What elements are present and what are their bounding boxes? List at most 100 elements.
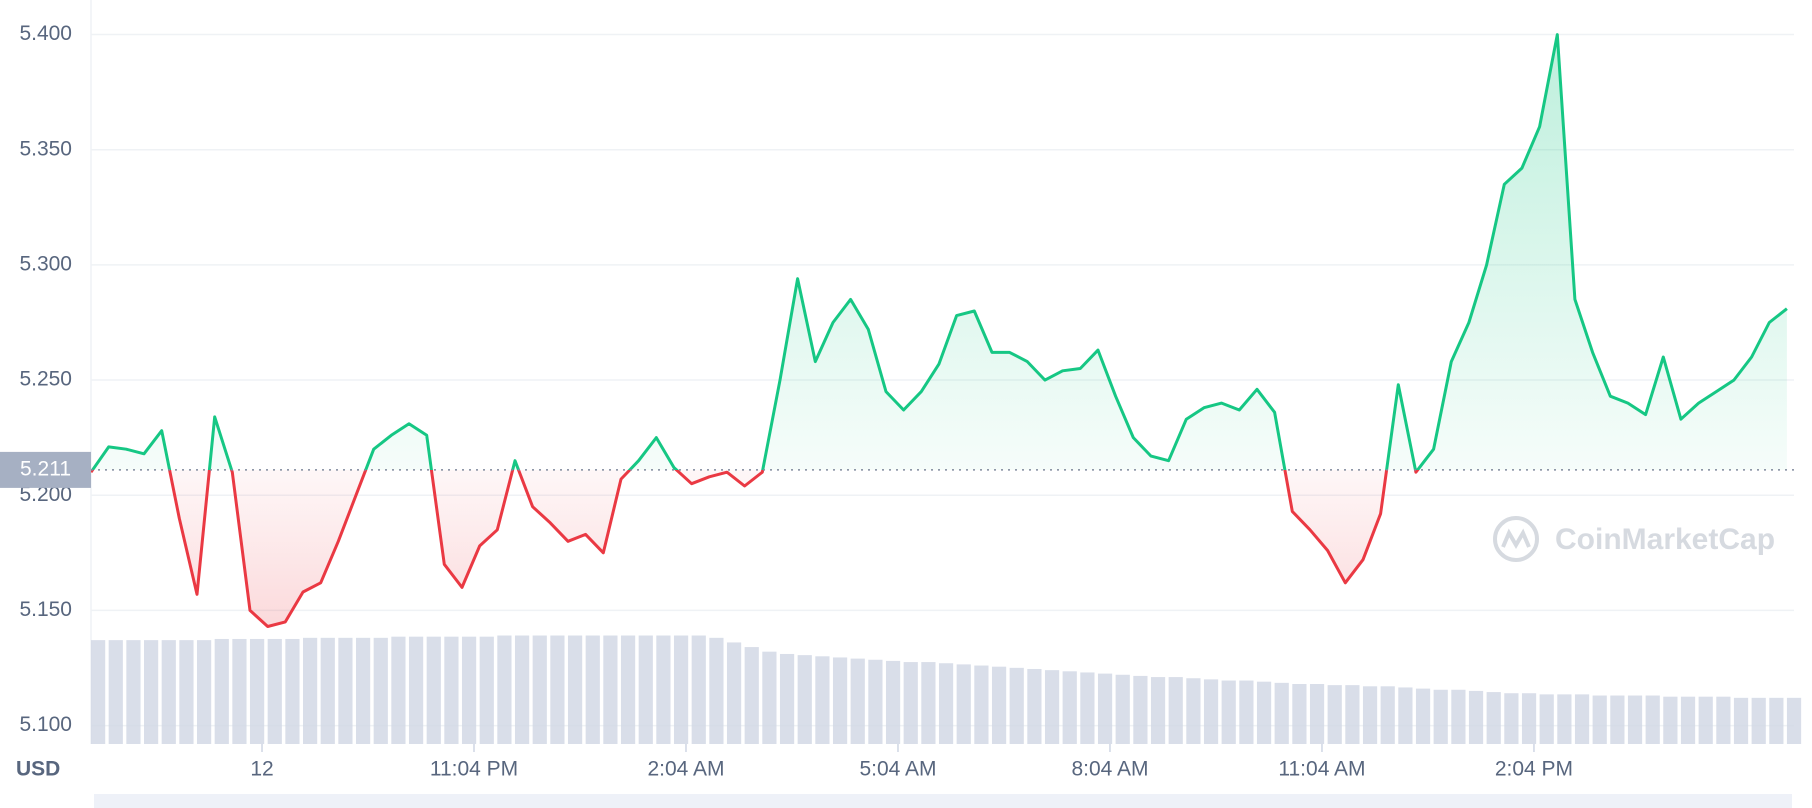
volume-bar xyxy=(214,638,229,744)
volume-bar xyxy=(1504,693,1519,744)
reference-label-box xyxy=(0,451,91,488)
volume-bar xyxy=(1557,694,1572,744)
volume-bar xyxy=(391,636,406,744)
volume-bar xyxy=(1733,697,1749,744)
volume-bar xyxy=(267,638,282,744)
volume-bar xyxy=(1150,677,1166,744)
volume-bar xyxy=(161,640,176,744)
volume-bar xyxy=(744,647,759,744)
volume-bar xyxy=(338,637,353,744)
volume-bar xyxy=(444,636,459,744)
volume-bar xyxy=(1274,682,1289,744)
volume-bar xyxy=(1080,672,1095,744)
volume-bar xyxy=(1345,685,1360,744)
watermark: CoinMarketCap xyxy=(1493,516,1775,562)
volume-bar xyxy=(1610,695,1625,744)
y-tick-label: 5.150 xyxy=(19,598,72,621)
y-tick-label: 5.300 xyxy=(19,252,72,275)
volume-bar xyxy=(709,637,724,744)
volume-bar xyxy=(1433,689,1448,744)
volume-bar xyxy=(797,655,812,744)
volume-bar xyxy=(1751,697,1766,744)
volume-bar xyxy=(1539,694,1554,744)
volume-bar xyxy=(585,635,600,744)
volume-bar xyxy=(143,640,159,744)
volume-bar xyxy=(1468,690,1484,744)
volume-bar xyxy=(532,635,547,744)
volume-bar xyxy=(673,635,689,744)
volume-bar xyxy=(1292,683,1307,744)
volume-bar xyxy=(638,635,653,744)
volume-bar xyxy=(921,662,936,744)
volume-bar xyxy=(779,653,795,744)
volume-bar xyxy=(938,663,954,744)
volume-bar xyxy=(355,637,371,744)
price-area xyxy=(91,34,1787,627)
volume-bar xyxy=(1769,697,1784,744)
navigator[interactable] xyxy=(94,794,1792,808)
volume-bar xyxy=(656,635,671,744)
volume-bar xyxy=(1663,696,1678,744)
volume-bar xyxy=(1009,667,1024,744)
volume-bar xyxy=(885,660,901,744)
volume-bar xyxy=(691,635,706,744)
volume-bar xyxy=(903,662,918,744)
volume-bar xyxy=(426,636,441,744)
volume-bar xyxy=(1451,689,1466,744)
x-tick-label: 2:04 PM xyxy=(1495,758,1573,781)
reference-label: 5.211 xyxy=(20,457,71,480)
volume-bar xyxy=(603,635,618,744)
volume-bar xyxy=(320,637,335,744)
x-tick-label: 11:04 PM xyxy=(430,758,518,781)
volume-bar xyxy=(1133,675,1148,744)
volume-bar xyxy=(974,665,989,744)
x-tick-label: 5:04 AM xyxy=(859,758,936,781)
y-tick-label: 5.200 xyxy=(19,483,72,506)
volume-bar xyxy=(1698,696,1713,744)
volume-bar xyxy=(620,635,636,744)
volume-bar xyxy=(1027,668,1042,744)
volume-bar xyxy=(868,659,883,744)
volume-bar xyxy=(1380,686,1395,744)
volume-bar xyxy=(1486,692,1501,744)
volume-bar xyxy=(1186,678,1201,744)
x-tick-label: 8:04 AM xyxy=(1071,758,1148,781)
volume-bar xyxy=(1574,694,1590,744)
volume-bar xyxy=(815,656,830,744)
volume-bar xyxy=(179,640,194,744)
volume-bar xyxy=(1044,670,1060,744)
volume-bar xyxy=(850,658,865,744)
volume-bar xyxy=(550,635,565,744)
volume-bar xyxy=(1680,696,1696,744)
volume-bar xyxy=(1592,695,1607,744)
volume-bar xyxy=(1203,679,1219,744)
volume-bar xyxy=(1716,696,1731,744)
watermark-logo xyxy=(1493,516,1539,562)
volume-bar xyxy=(1521,693,1537,744)
y-tick-label: 5.350 xyxy=(19,137,72,160)
volume-bar xyxy=(1362,686,1378,744)
price-line xyxy=(89,33,1788,628)
volume-bar xyxy=(567,635,583,744)
volume-bar xyxy=(373,637,388,744)
volume-bar xyxy=(1398,687,1413,744)
volume-bar xyxy=(408,636,424,744)
volume-bar xyxy=(1221,680,1236,744)
volume-bar xyxy=(196,640,212,744)
volume-bar xyxy=(1627,695,1643,744)
y-tick-label: 5.400 xyxy=(19,22,72,45)
currency-label: USD xyxy=(16,758,60,781)
volume-bar xyxy=(1062,671,1077,744)
volume-bar xyxy=(461,636,477,744)
volume-bar xyxy=(762,651,777,744)
volume-bar xyxy=(302,637,318,744)
volume-bar xyxy=(1097,673,1113,744)
volume-bar xyxy=(1256,681,1272,744)
volume-bar xyxy=(1645,695,1660,744)
volume-bar xyxy=(832,657,848,744)
volume-bar xyxy=(285,638,300,744)
x-tick-label: 2:04 AM xyxy=(647,758,724,781)
watermark-text: CoinMarketCap xyxy=(1555,523,1775,556)
y-tick-label: 5.250 xyxy=(19,368,72,391)
